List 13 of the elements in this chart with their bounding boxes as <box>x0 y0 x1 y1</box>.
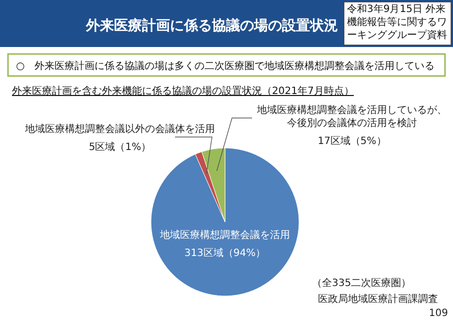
slice-label: 地域医療構想調整会議以外の会議体を活用 <box>24 123 215 135</box>
data-label: 17区域（5%） <box>318 135 386 147</box>
text: （全335二次医療圏） <box>312 277 412 289</box>
pie-slice <box>150 148 300 296</box>
text: 109 <box>428 308 448 319</box>
data-label: 313区域（94%） <box>184 247 266 259</box>
text: 医政局地域医療計画課調査 <box>318 293 438 305</box>
slice-label: 地域医療構想調整会議を活用 <box>159 229 290 241</box>
slice-label: 地域医療構想調整会議を活用しているが、今後別の会議体の活用を検討 <box>256 104 447 129</box>
text: ○ 外来医療計画に係る協議の場は多くの二次医療圏で地域医療構想調整会議を活用している <box>16 60 435 72</box>
text: 令和3年9月15日 外来機能報告等に関するワーキンググループ資料 <box>347 3 447 41</box>
data-label: 5区域（1%） <box>88 141 152 153</box>
chart-title: 外来医療計画に係る協議の場の設置状況 <box>85 17 338 34</box>
